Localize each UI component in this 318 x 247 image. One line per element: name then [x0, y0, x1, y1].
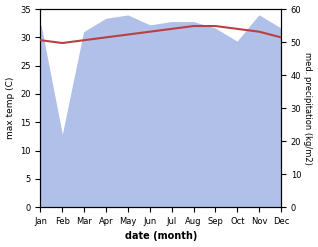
X-axis label: date (month): date (month) [125, 231, 197, 242]
Y-axis label: max temp (C): max temp (C) [5, 77, 15, 139]
Y-axis label: med. precipitation (kg/m2): med. precipitation (kg/m2) [303, 52, 313, 165]
